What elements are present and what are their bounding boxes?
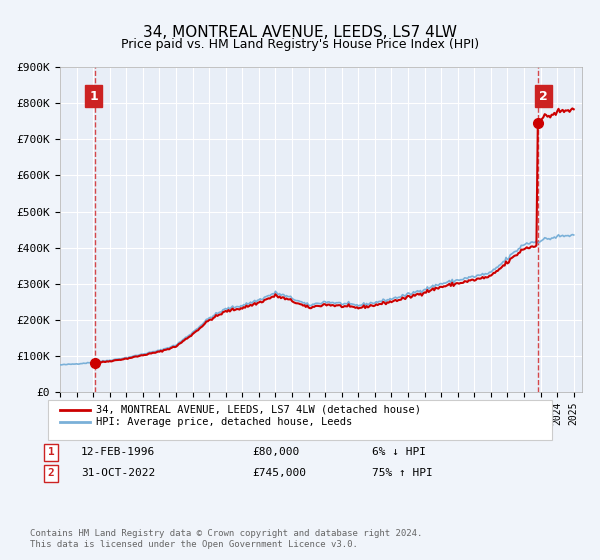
Text: 75% ↑ HPI: 75% ↑ HPI [372, 468, 433, 478]
Text: 2: 2 [539, 90, 548, 102]
Text: 31-OCT-2022: 31-OCT-2022 [81, 468, 155, 478]
Text: 34, MONTREAL AVENUE, LEEDS, LS7 4LW: 34, MONTREAL AVENUE, LEEDS, LS7 4LW [143, 25, 457, 40]
Text: 2: 2 [47, 468, 55, 478]
Text: 34, MONTREAL AVENUE, LEEDS, LS7 4LW (detached house): 34, MONTREAL AVENUE, LEEDS, LS7 4LW (det… [96, 405, 421, 415]
Text: 6% ↓ HPI: 6% ↓ HPI [372, 447, 426, 458]
Text: Contains HM Land Registry data © Crown copyright and database right 2024.: Contains HM Land Registry data © Crown c… [30, 529, 422, 538]
Text: 1: 1 [89, 90, 98, 102]
Text: This data is licensed under the Open Government Licence v3.0.: This data is licensed under the Open Gov… [30, 540, 358, 549]
Text: 1: 1 [47, 447, 55, 458]
Text: Price paid vs. HM Land Registry's House Price Index (HPI): Price paid vs. HM Land Registry's House … [121, 38, 479, 51]
Text: £80,000: £80,000 [252, 447, 299, 458]
Text: 12-FEB-1996: 12-FEB-1996 [81, 447, 155, 458]
Text: HPI: Average price, detached house, Leeds: HPI: Average price, detached house, Leed… [96, 417, 352, 427]
Text: £745,000: £745,000 [252, 468, 306, 478]
